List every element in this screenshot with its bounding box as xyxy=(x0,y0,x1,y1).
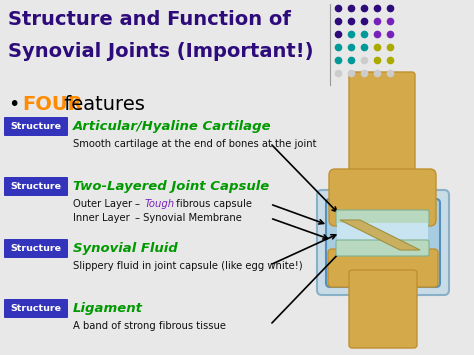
Text: Synovial Joints (Important!): Synovial Joints (Important!) xyxy=(8,42,313,61)
FancyBboxPatch shape xyxy=(326,199,440,287)
FancyBboxPatch shape xyxy=(4,239,68,258)
Text: Two-Layered Joint Capsule: Two-Layered Joint Capsule xyxy=(73,180,269,193)
Text: – Synovial Membrane: – Synovial Membrane xyxy=(135,213,242,223)
Polygon shape xyxy=(340,220,420,250)
FancyBboxPatch shape xyxy=(336,210,429,226)
FancyBboxPatch shape xyxy=(4,117,68,136)
FancyBboxPatch shape xyxy=(329,169,436,226)
Text: Ligament: Ligament xyxy=(73,302,143,315)
FancyBboxPatch shape xyxy=(336,240,429,256)
Text: Structure and Function of: Structure and Function of xyxy=(8,10,291,29)
Text: Tough: Tough xyxy=(145,199,175,209)
FancyBboxPatch shape xyxy=(349,72,415,196)
FancyBboxPatch shape xyxy=(349,270,417,348)
Text: •: • xyxy=(8,95,19,114)
FancyBboxPatch shape xyxy=(328,249,438,287)
Text: Structure: Structure xyxy=(10,304,62,313)
Text: Structure: Structure xyxy=(10,244,62,253)
Text: A band of strong fibrous tissue: A band of strong fibrous tissue xyxy=(73,321,226,331)
FancyBboxPatch shape xyxy=(317,190,449,295)
Text: features: features xyxy=(58,95,145,114)
Text: Synovial Fluid: Synovial Fluid xyxy=(73,242,178,255)
Text: Outer Layer: Outer Layer xyxy=(73,199,132,209)
Text: Inner Layer: Inner Layer xyxy=(73,213,130,223)
Text: Smooth cartilage at the end of bones at the joint: Smooth cartilage at the end of bones at … xyxy=(73,139,317,149)
Text: fibrous capsule: fibrous capsule xyxy=(173,199,252,209)
FancyBboxPatch shape xyxy=(4,177,68,196)
Text: Structure: Structure xyxy=(10,182,62,191)
Text: FOUR: FOUR xyxy=(22,95,82,114)
Text: Articular/Hyaline Cartilage: Articular/Hyaline Cartilage xyxy=(73,120,272,133)
Text: –: – xyxy=(135,199,140,209)
Text: Slippery fluid in joint capsule (like egg white!): Slippery fluid in joint capsule (like eg… xyxy=(73,261,302,271)
Text: Structure: Structure xyxy=(10,122,62,131)
FancyBboxPatch shape xyxy=(337,223,428,243)
FancyBboxPatch shape xyxy=(4,299,68,318)
